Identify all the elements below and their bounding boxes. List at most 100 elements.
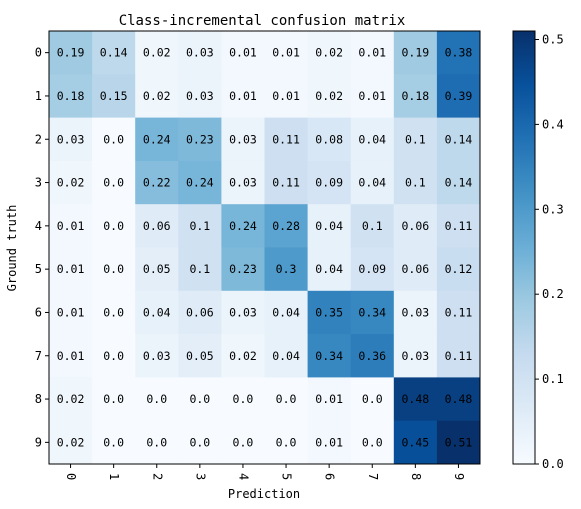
cell-value-label: 0.02 [315,89,343,103]
cell-value-label: 0.0 [362,435,383,449]
cell-value-label: 0.0 [233,435,254,449]
cell-value-label: 0.14 [445,176,473,190]
heatmap-cell [49,117,93,162]
heatmap-cell [307,31,352,75]
heatmap-cell [49,74,93,119]
heatmap-cell [436,117,481,162]
cell-value-label: 0.23 [186,132,214,146]
heatmap-cell [135,74,179,119]
cell-value-label: 0.15 [100,89,128,103]
heatmap-cell [350,204,395,248]
cell-value-label: 0.06 [401,262,429,276]
heatmap-cell [135,117,179,162]
cell-value-label: 0.1 [189,219,210,233]
cell-value-label: 0.1 [189,262,210,276]
cell-value-label: 0.34 [315,349,343,363]
heatmap-cell [221,74,265,119]
heatmap-cell [436,377,481,422]
cell-value-label: 0.24 [143,132,171,146]
cell-value-label: 0.0 [103,219,124,233]
heatmap-cell [264,204,309,248]
cell-value-label: 0.03 [186,46,214,60]
cell-value-label: 0.01 [358,89,386,103]
heatmap-cell [393,247,438,292]
cell-value-label: 0.48 [445,392,473,406]
heatmap-cell [393,117,438,162]
x-tick-label: 4 [236,473,250,480]
heatmap-cell [264,334,309,378]
cell-value-label: 0.01 [57,305,85,319]
cell-value-label: 0.0 [103,305,124,319]
heatmap-cell [307,334,352,378]
heatmap-cell [178,204,222,248]
cell-value-label: 0.11 [445,219,473,233]
cell-value-label: 0.01 [358,46,386,60]
heatmap-cell [264,74,309,119]
heatmap-cell [264,420,309,465]
cell-value-label: 0.48 [401,392,429,406]
cell-value-label: 0.09 [358,262,386,276]
heatmap-cell [307,160,352,205]
y-tick-label: 2 [35,132,42,146]
x-axis-ticks: 0 1 2 3 4 5 6 7 8 9 [64,464,466,480]
heatmap-cell [92,160,136,205]
cell-value-label: 0.1 [362,219,383,233]
x-tick-label: 3 [193,473,207,480]
cell-value-label: 0.0 [189,435,210,449]
cell-value-label: 0.04 [315,262,343,276]
heatmap-cell [178,377,222,422]
heatmap-cell [178,334,222,378]
heatmap-cell [135,377,179,422]
colorbar-tick-label: 0.3 [542,202,564,216]
heatmap-cell [178,74,222,119]
heatmap-cells: 0.19 0.14 0.02 0.03 0.01 0.01 0.02 0.01 0.19 0.38… [49,31,481,465]
heatmap-cell [350,420,395,465]
heatmap-cell [436,334,481,378]
heatmap-cell [307,117,352,162]
cell-value-label: 0.04 [358,132,386,146]
heatmap-cell [135,420,179,465]
cell-value-label: 0.01 [315,435,343,449]
cell-value-label: 0.04 [358,176,386,190]
heatmap-cell [436,160,481,205]
cell-value-label: 0.04 [272,349,300,363]
heatmap-cell [49,290,93,335]
heatmap-cell [92,74,136,119]
heatmap-cell [393,377,438,422]
cell-value-label: 0.0 [103,176,124,190]
cell-value-label: 0.03 [186,89,214,103]
cell-value-label: 0.01 [272,46,300,60]
heatmap-cell [221,377,265,422]
cell-value-label: 0.0 [146,435,167,449]
x-tick-label: 5 [280,473,294,480]
cell-value-label: 0.02 [57,392,85,406]
heatmap-cell [350,160,395,205]
cell-value-label: 0.01 [315,392,343,406]
cell-value-label: 0.0 [103,132,124,146]
cell-value-label: 0.38 [445,46,473,60]
heatmap-cell [135,247,179,292]
cell-value-label: 0.11 [445,305,473,319]
cell-value-label: 0.04 [143,305,171,319]
heatmap-cell [307,204,352,248]
cell-value-label: 0.51 [445,435,473,449]
y-tick-label: 8 [35,392,42,406]
cell-value-label: 0.03 [229,305,257,319]
cell-value-label: 0.35 [315,305,343,319]
cell-value-label: 0.02 [229,349,257,363]
cell-value-label: 0.39 [445,89,473,103]
heatmap-cell [350,117,395,162]
heatmap-cell [350,31,395,75]
heatmap-cell [307,420,352,465]
x-tick-label: 1 [107,473,121,480]
cell-value-label: 0.0 [276,392,297,406]
heatmap-cell [135,204,179,248]
y-tick-label: 6 [35,305,42,319]
heatmap-cell [92,117,136,162]
heatmap-cell [49,31,93,75]
cell-value-label: 0.02 [315,46,343,60]
x-tick-label: 7 [366,473,380,480]
y-tick-label: 4 [35,219,42,233]
cell-value-label: 0.11 [445,349,473,363]
cell-value-label: 0.04 [272,305,300,319]
